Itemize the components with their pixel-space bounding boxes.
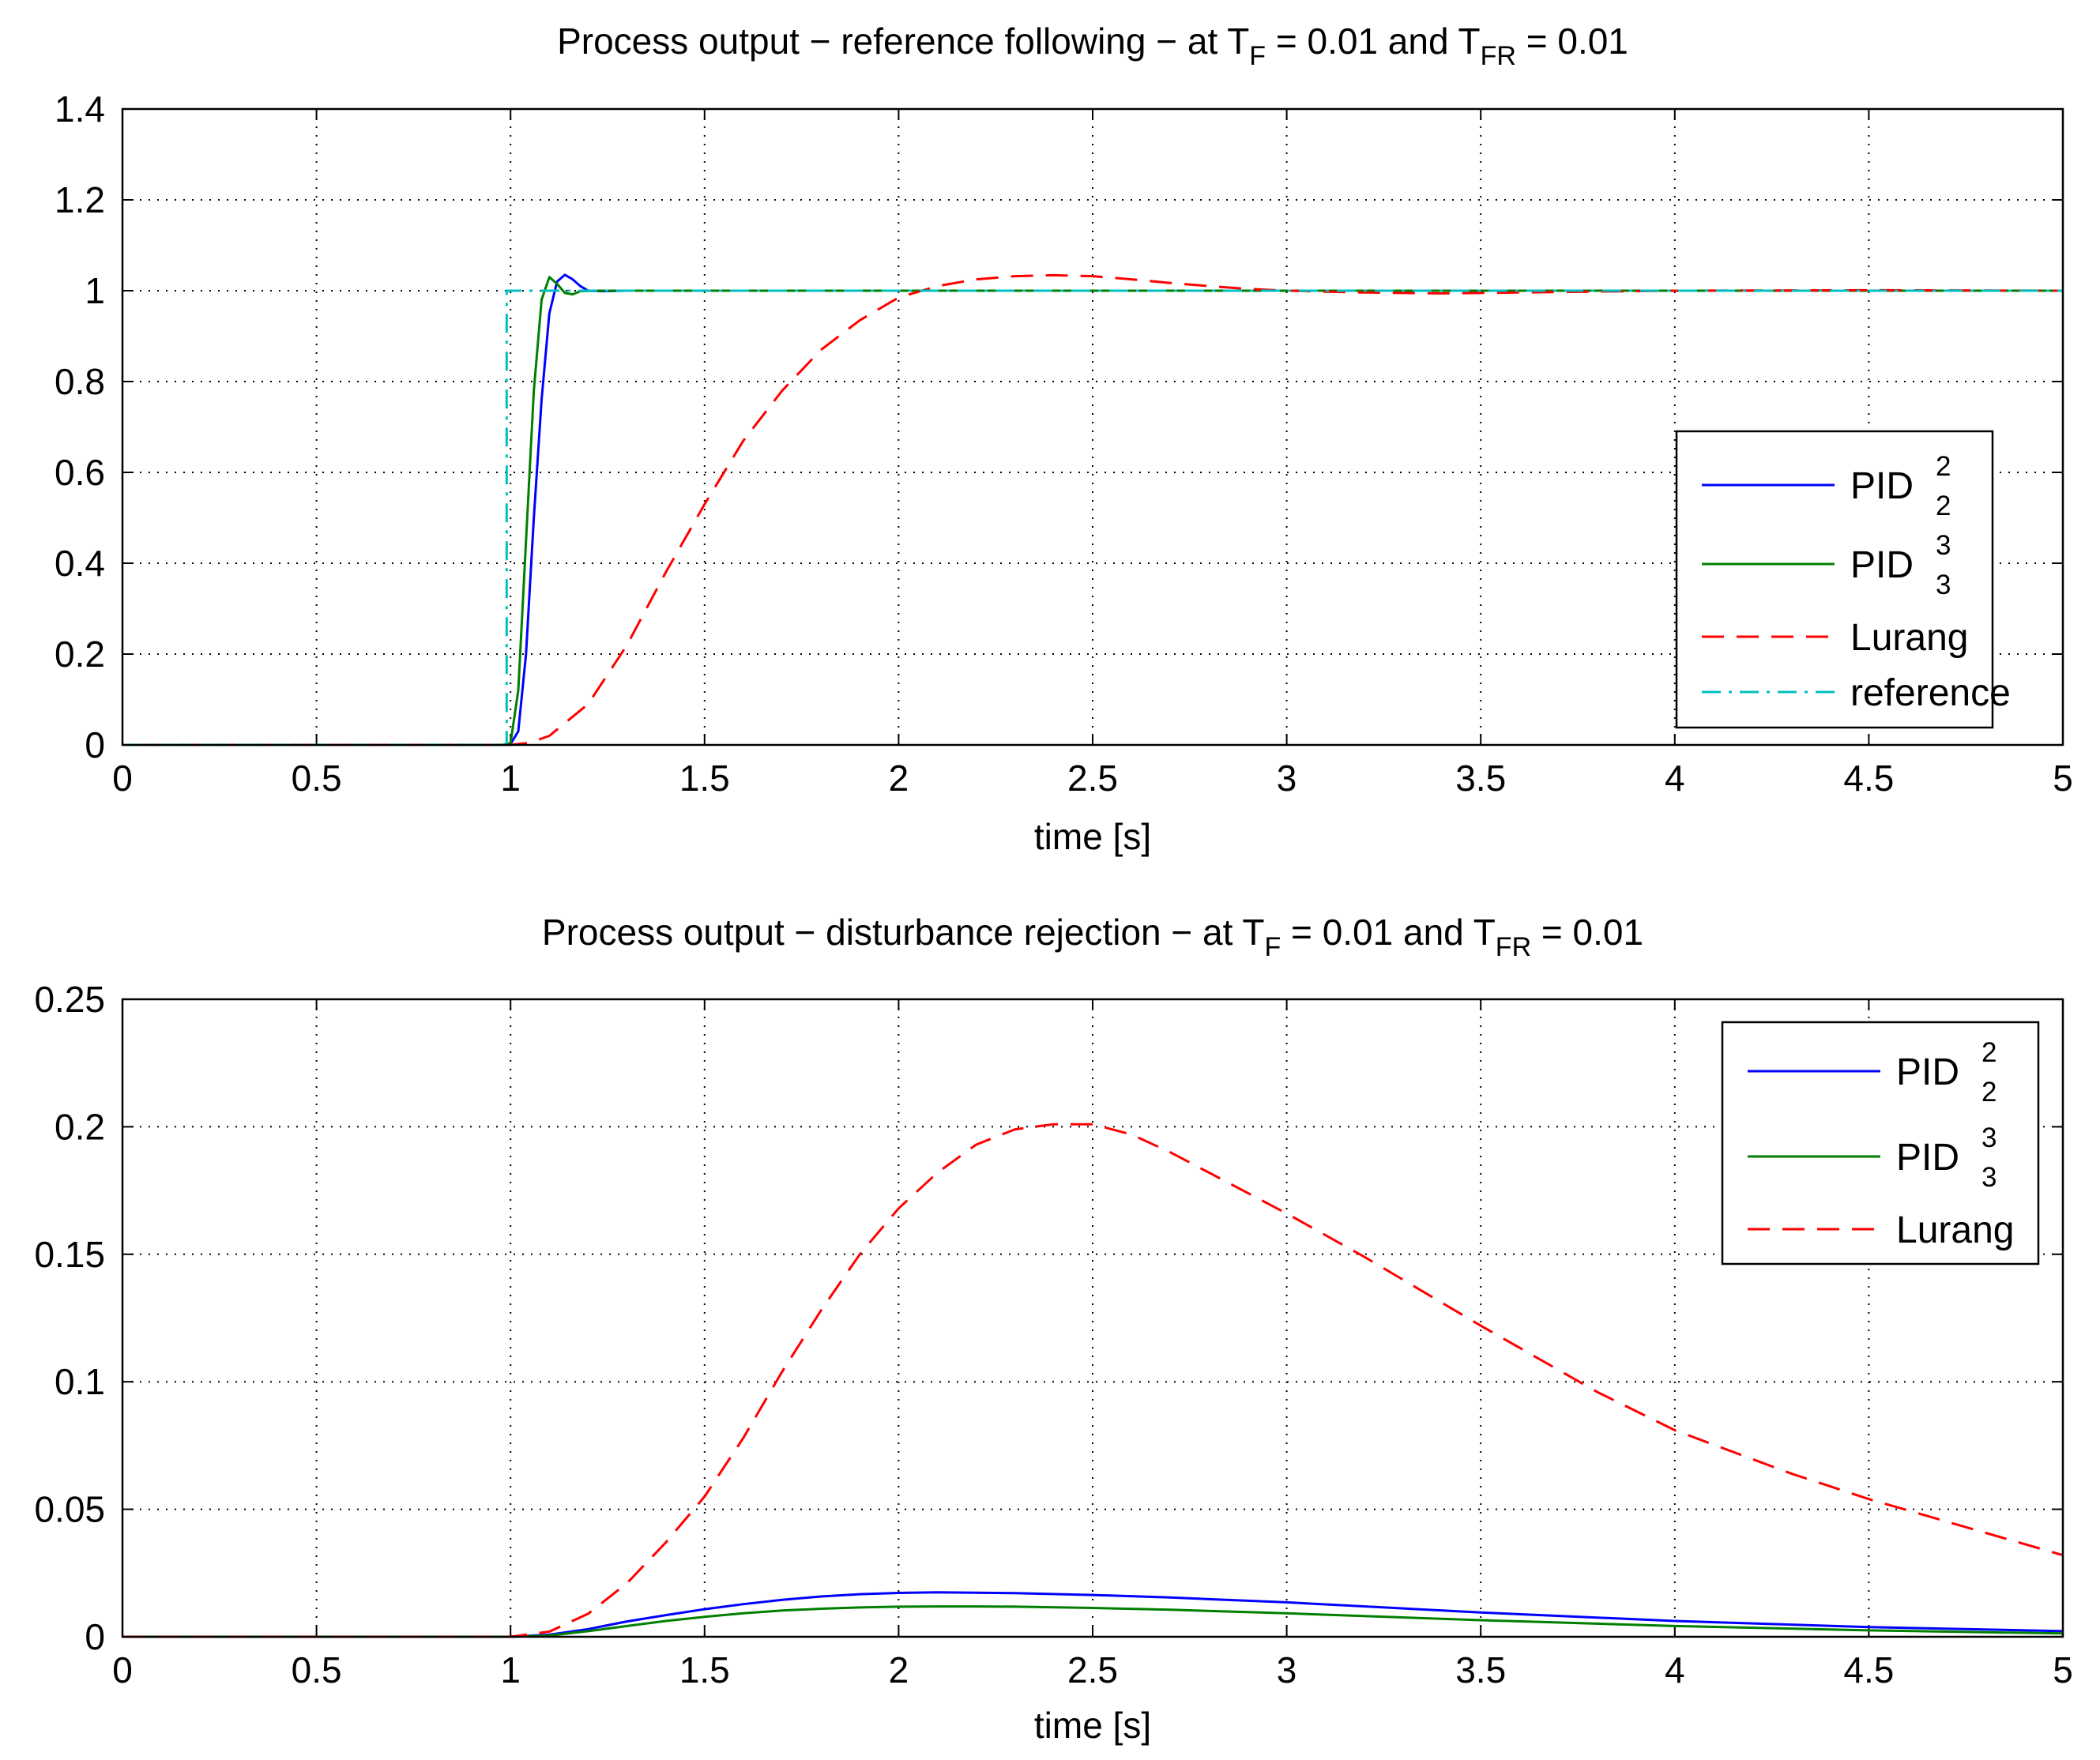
y-tick-label: 0.1 [55, 1361, 105, 1402]
x-tick-label: 0 [112, 758, 133, 799]
legend-name: PID [1896, 1051, 1959, 1093]
title-suffix: = 0.01 [1531, 912, 1643, 953]
title-prefix: Process output − disturbance rejection −… [542, 912, 1265, 953]
legend-entry-label: PID [1896, 1051, 1959, 1093]
y-tick-label: 0.8 [55, 361, 105, 402]
y-tick-label: 0 [85, 724, 105, 765]
x-tick-label: 4.5 [1843, 758, 1894, 799]
x-tick-label: 0.5 [292, 758, 342, 799]
legend-name: Lurang [1850, 617, 1968, 659]
legend-subscript: 3 [1981, 1162, 1997, 1193]
y-tick-label: 0.25 [34, 979, 105, 1020]
series-line-lurang [122, 273, 2063, 746]
legend-entry-label: PID [1850, 465, 1914, 507]
y-tick-label: 0 [85, 1616, 105, 1657]
x-tick-label: 2 [889, 1649, 909, 1690]
x-tick-label: 1 [500, 758, 521, 799]
title-prefix: Process output − reference following − a… [557, 21, 1249, 62]
legend-name: Lurang [1896, 1209, 2014, 1251]
y-tick-label: 0.2 [55, 634, 105, 675]
x-tick-label: 2.5 [1067, 1649, 1118, 1690]
title-subscript: F [1264, 932, 1281, 962]
x-tick-label: 3 [1277, 758, 1297, 799]
x-tick-label: 5 [2053, 758, 2073, 799]
x-tick-label: 1.5 [679, 1649, 730, 1690]
axes-box [121, 107, 2064, 746]
title-mid: = 0.01 and T [1281, 912, 1496, 953]
x-tick-label: 5 [2053, 1649, 2073, 1690]
x-tick-label: 4 [1665, 758, 1685, 799]
legend-entry-label: Lurang [1896, 1209, 2014, 1251]
legend-entry-label: PID [1896, 1137, 1959, 1179]
chart-top: 0 0.5 1 1.5 2 2.5 3 3.5 4 4.5 5 0 0.2 0.4 0.6 0.8 1 1.2 1.… [55, 21, 2073, 857]
legend-box [1675, 430, 1994, 729]
legend-subscript: 3 [1936, 570, 1951, 600]
legend-entry-label: Lurang [1850, 617, 1968, 659]
x-tick-label: 2.5 [1067, 758, 1118, 799]
y-tick-label: 1 [85, 270, 105, 311]
series-line-pid2 [122, 1591, 2063, 1638]
series-line-pid3 [122, 1605, 2063, 1638]
x-axis-label: time [s] [1034, 1705, 1151, 1746]
x-tick-label: 1.5 [679, 758, 730, 799]
legend-name: PID [1850, 465, 1914, 507]
legend: PID 2 2 PID 3 3 Lurang reference [1675, 430, 2011, 729]
legend-name: reference [1850, 672, 2011, 714]
legend-name: PID [1896, 1137, 1959, 1179]
chart-title: Process output − reference following − a… [557, 21, 1628, 71]
y-tick-label: 1.2 [55, 179, 105, 220]
x-tick-label: 3.5 [1455, 1649, 1506, 1690]
legend-subscript: 2 [1981, 1077, 1997, 1108]
y-tick-label: 0.15 [34, 1234, 105, 1275]
y-tick-label: 0.05 [34, 1489, 105, 1530]
chart-title: Process output − disturbance rejection −… [542, 912, 1643, 962]
x-tick-label: 4 [1665, 1649, 1685, 1690]
x-tick-label: 0 [112, 1649, 133, 1690]
legend-superscript: 3 [1981, 1123, 1997, 1153]
title-subscript: FR [1481, 41, 1516, 71]
chart-bottom: 0 0.5 1 1.5 2 2.5 3 3.5 4 4.5 5 0 0.05 0.1 0.15 0.2 0.25… [34, 912, 2072, 1746]
x-tick-label: 3 [1277, 1649, 1297, 1690]
axes-box [121, 998, 2064, 1638]
legend-entry-label: reference [1850, 672, 2011, 714]
x-tick-label: 2 [889, 758, 909, 799]
x-axis-label: time [s] [1034, 816, 1151, 857]
legend: PID 2 2 PID 3 3 Lurang [1721, 1021, 2040, 1265]
series-line-lurang [122, 1123, 2063, 1638]
x-tick-label: 4.5 [1843, 1649, 1894, 1690]
legend-superscript: 2 [1981, 1037, 1997, 1068]
title-subscript: FR [1496, 932, 1531, 962]
y-tick-label: 0.6 [55, 452, 105, 493]
title-suffix: = 0.01 [1516, 21, 1628, 62]
y-tick-label: 1.4 [55, 88, 105, 130]
legend-box [1721, 1021, 2040, 1265]
x-tick-label: 3.5 [1455, 758, 1506, 799]
legend-subscript: 2 [1936, 491, 1951, 521]
x-tick-label: 0.5 [292, 1649, 342, 1690]
y-tick-label: 0.2 [55, 1106, 105, 1147]
legend-superscript: 2 [1936, 451, 1951, 482]
title-subscript: F [1249, 41, 1266, 71]
y-tick-label: 0.4 [55, 543, 105, 584]
legend-superscript: 3 [1936, 530, 1951, 561]
legend-name: PID [1850, 544, 1914, 586]
title-mid: = 0.01 and T [1266, 21, 1481, 62]
legend-entry-label: PID [1850, 544, 1914, 586]
x-tick-label: 1 [500, 1649, 521, 1690]
